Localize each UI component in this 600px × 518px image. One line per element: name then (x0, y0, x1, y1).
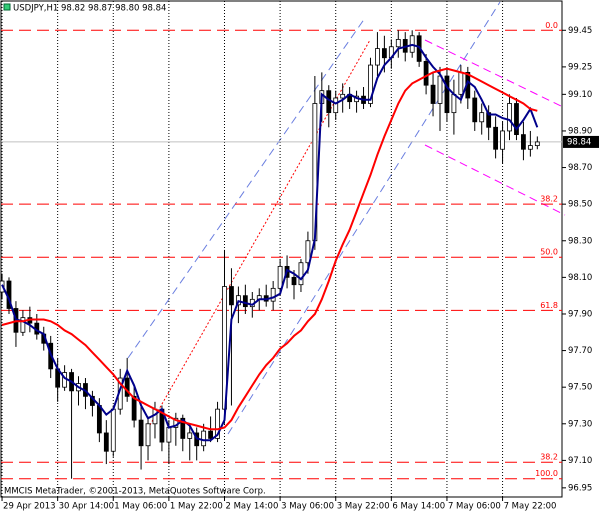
candle-body (368, 64, 373, 104)
plot-frame (0, 0, 563, 498)
symbol-icon (3, 3, 11, 11)
y-tick-label: 97.90 (568, 309, 592, 319)
y-tick-label: 97.50 (568, 383, 592, 393)
candle-body (340, 93, 346, 99)
candle-body (20, 317, 26, 333)
candle-body (242, 295, 248, 308)
candle-body (208, 430, 213, 439)
candle-body (96, 405, 102, 434)
candle-body (527, 145, 533, 150)
candle-body (187, 432, 193, 439)
candle-body (215, 408, 220, 439)
y-tick-label: 98.50 (568, 200, 592, 210)
candle-body (333, 97, 339, 114)
y-tick-label: 97.30 (568, 419, 592, 429)
fib-label: 100.0 (535, 469, 558, 478)
channel-line (424, 144, 566, 216)
candle-body (124, 377, 130, 397)
candle-body (145, 423, 151, 447)
candle-body (458, 71, 464, 95)
x-tick-label: 1 May 06:00 (114, 502, 167, 512)
candle-body (201, 430, 207, 447)
channel-line (227, 1, 501, 435)
y-tick-label: 98.70 (568, 163, 592, 173)
y-tick-label: 99.45 (568, 26, 592, 36)
candle-body (166, 427, 172, 443)
chart-header: USDJPY,H1 98.82 98.87 98.80 98.84 (13, 4, 166, 14)
fib-label: 0.0 (545, 21, 558, 30)
y-tick-label: 99.25 (568, 62, 592, 72)
x-tick-label: 3 May 22:00 (337, 502, 390, 512)
candle-body (430, 84, 436, 104)
candle-body (298, 262, 304, 286)
x-tick-label: 6 May 14:00 (392, 502, 445, 512)
fib-label: 38.2 (540, 453, 558, 462)
candle-body (138, 419, 144, 447)
x-tick-label: 3 May 06:00 (281, 502, 334, 512)
fib-label: 50.0 (540, 248, 558, 257)
x-tick-label: 30 Apr 14:00 (59, 502, 114, 512)
y-tick-label: 96.95 (568, 483, 592, 493)
x-tick-label: 7 May 06:00 (448, 502, 501, 512)
candle-body (305, 240, 311, 264)
candle-body (277, 265, 283, 289)
candle-body (423, 60, 429, 86)
candle-body (395, 39, 401, 48)
candle-body (437, 75, 443, 104)
candle-body (131, 395, 137, 421)
moving-average (1, 67, 538, 431)
candle-body (103, 432, 109, 452)
channel-line (127, 17, 366, 359)
y-tick-label: 98.90 (568, 126, 592, 136)
y-tick-label: 97.70 (568, 346, 592, 356)
candle-body (180, 417, 186, 439)
current-price-label: 98.84 (567, 137, 591, 147)
current-price-box (563, 135, 599, 148)
moving-average (1, 43, 539, 442)
y-tick-label: 99.10 (568, 90, 592, 100)
candle-body (444, 75, 450, 114)
candle-body (375, 48, 380, 66)
footer-text: MMCIS MetaTrader, ©2001-2013, MetaQuotes… (4, 487, 266, 497)
candle-body (110, 408, 116, 452)
x-tick-label: 1 May 22:00 (170, 502, 223, 512)
candle-body (500, 130, 505, 150)
candle-body (451, 93, 457, 114)
candles (0, 30, 540, 479)
candle-body (229, 286, 234, 306)
candle-body (479, 112, 485, 123)
candle-body (381, 48, 387, 59)
candle-body (514, 103, 519, 136)
x-tick-label: 2 May 14:00 (225, 502, 278, 512)
x-tick-label: 7 May 22:00 (504, 502, 557, 512)
y-tick-label: 98.10 (568, 273, 592, 283)
candle-body (270, 287, 276, 302)
fib-label: 38.2 (540, 195, 558, 204)
candle-body (472, 97, 478, 123)
candle-body (534, 141, 540, 146)
y-tick-label: 98.30 (568, 236, 592, 246)
candle-body (291, 276, 297, 286)
fib-label: 61.8 (540, 301, 558, 310)
x-tick-label: 29 Apr 2013 (3, 502, 56, 512)
candle-body (493, 126, 499, 150)
y-tick-label: 97.10 (568, 456, 592, 466)
candle-body (521, 134, 526, 150)
candle-body (507, 103, 512, 132)
